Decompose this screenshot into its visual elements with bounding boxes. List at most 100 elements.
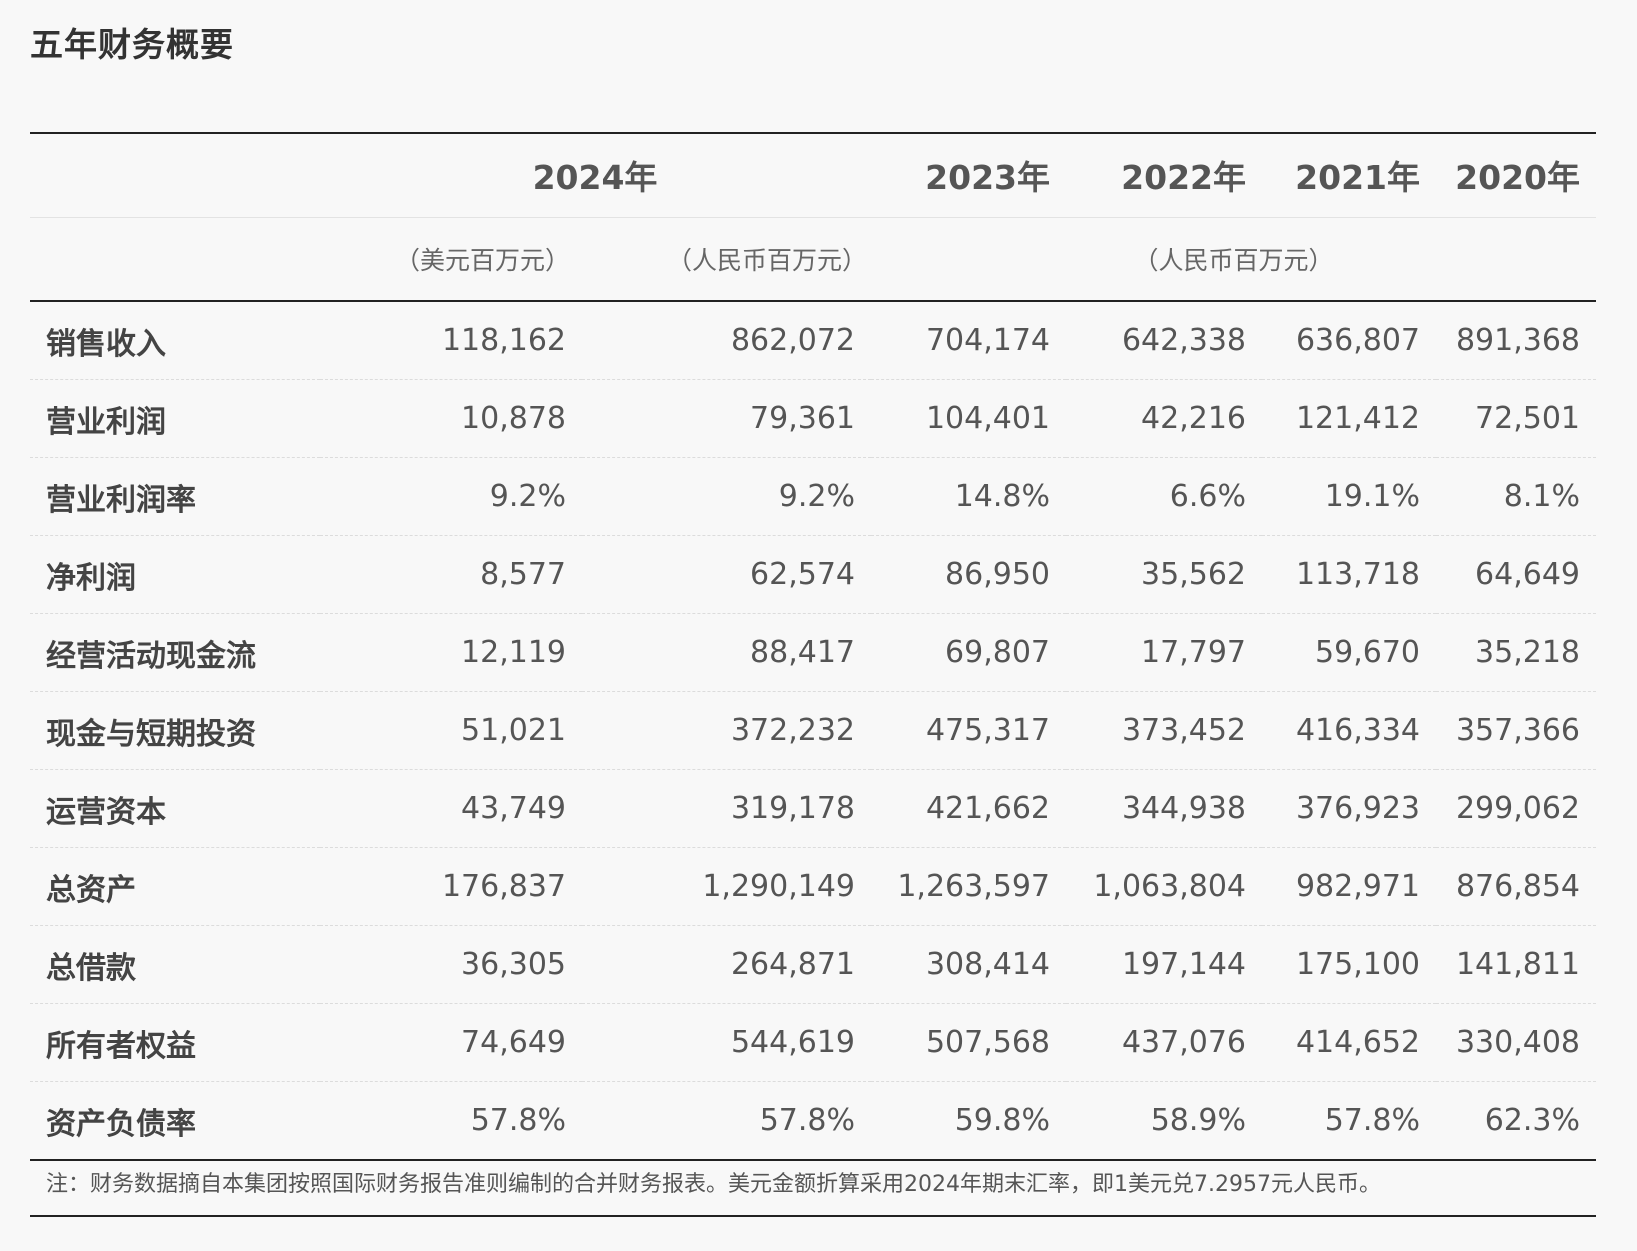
cell-2024-usd: 176,837	[320, 847, 582, 926]
cell-2021: 57.8%	[1262, 1081, 1437, 1161]
cell-2024-rmb: 372,232	[582, 691, 872, 770]
financial-summary-table: 2024年 2023年 2022年 2021年 2020年 （美元百万元） （人…	[30, 133, 1597, 1161]
cell-2023: 69,807	[871, 613, 1067, 692]
table-row: 运营资本 43,749 319,178 421,662 344,938 376,923 29…	[30, 769, 1597, 848]
cell-2024-rmb: 319,178	[582, 769, 872, 848]
cell-2021: 113,718	[1262, 535, 1437, 614]
cell-2023: 59.8%	[871, 1081, 1067, 1161]
unit-usd: （美元百万元）	[320, 217, 582, 302]
row-label: 销售收入	[30, 301, 320, 380]
cell-2023: 14.8%	[871, 457, 1067, 536]
cell-2023: 421,662	[871, 769, 1067, 848]
cell-2020: 64,649	[1436, 535, 1597, 614]
cell-2022: 197,144	[1066, 925, 1263, 1004]
cell-2020: 141,811	[1436, 925, 1597, 1004]
cell-2022: 437,076	[1066, 1003, 1263, 1082]
year-header-2022: 2022年	[1066, 133, 1263, 218]
cell-2022: 42,216	[1066, 379, 1263, 458]
cell-2020: 357,366	[1436, 691, 1597, 770]
financial-summary-table-wrap: 2024年 2023年 2022年 2021年 2020年 （美元百万元） （人…	[30, 133, 1597, 1161]
cell-2024-rmb: 9.2%	[582, 457, 872, 536]
row-label: 营业利润	[30, 379, 320, 458]
cell-2024-usd: 8,577	[320, 535, 582, 614]
table-row: 资产负债率 57.8% 57.8% 59.8% 58.9% 57.8% 62.3%	[30, 1081, 1597, 1161]
cell-2022: 1,063,804	[1066, 847, 1263, 926]
cell-2024-rmb: 862,072	[582, 301, 872, 380]
row-label: 总借款	[30, 925, 320, 1004]
unit-header-row: （美元百万元） （人民币百万元） （人民币百万元）	[30, 217, 1597, 302]
cell-2023: 104,401	[871, 379, 1067, 458]
year-header-row: 2024年 2023年 2022年 2021年 2020年	[30, 133, 1597, 218]
table-row: 营业利润率 9.2% 9.2% 14.8% 6.6% 19.1% 8.1%	[30, 457, 1597, 536]
cell-2022: 58.9%	[1066, 1081, 1263, 1161]
cell-2023: 704,174	[871, 301, 1067, 380]
cell-2023: 1,263,597	[871, 847, 1067, 926]
cell-2024-usd: 36,305	[320, 925, 582, 1004]
cell-2020: 891,368	[1436, 301, 1597, 380]
row-label: 经营活动现金流	[30, 613, 320, 692]
cell-2022: 344,938	[1066, 769, 1263, 848]
cell-2024-usd: 118,162	[320, 301, 582, 380]
cell-2024-rmb: 62,574	[582, 535, 872, 614]
row-label: 所有者权益	[30, 1003, 320, 1082]
cell-2020: 876,854	[1436, 847, 1597, 926]
year-header-2021: 2021年	[1262, 133, 1437, 218]
cell-2023: 507,568	[871, 1003, 1067, 1082]
table-row: 销售收入 118,162 862,072 704,174 642,338 636,807 8…	[30, 301, 1597, 380]
cell-2021: 175,100	[1262, 925, 1437, 1004]
cell-2024-rmb: 264,871	[582, 925, 872, 1004]
table-row: 总借款 36,305 264,871 308,414 197,144 175,100 141…	[30, 925, 1597, 1004]
cell-2020: 299,062	[1436, 769, 1597, 848]
table-row: 经营活动现金流 12,119 88,417 69,807 17,797 59,670 35,…	[30, 613, 1597, 692]
unit-empty-cell	[30, 217, 320, 302]
year-header-2020: 2020年	[1436, 133, 1597, 218]
cell-2024-rmb: 544,619	[582, 1003, 872, 1082]
cell-2024-usd: 9.2%	[320, 457, 582, 536]
row-label: 营业利润率	[30, 457, 320, 536]
unit-rmb-2024: （人民币百万元）	[582, 217, 872, 302]
cell-2021: 414,652	[1262, 1003, 1437, 1082]
cell-2024-usd: 10,878	[320, 379, 582, 458]
cell-2021: 982,971	[1262, 847, 1437, 926]
cell-2021: 19.1%	[1262, 457, 1437, 536]
cell-2020: 72,501	[1436, 379, 1597, 458]
footnote: 注：财务数据摘自本集团按照国际财务报告准则编制的合并财务报表。美元金额折算采用2…	[46, 1172, 1381, 1197]
row-label: 现金与短期投资	[30, 691, 320, 770]
cell-2022: 35,562	[1066, 535, 1263, 614]
cell-2023: 475,317	[871, 691, 1067, 770]
cell-2024-rmb: 1,290,149	[582, 847, 872, 926]
cell-2020: 35,218	[1436, 613, 1597, 692]
cell-2022: 17,797	[1066, 613, 1263, 692]
header-empty-cell	[30, 133, 320, 218]
cell-2020: 330,408	[1436, 1003, 1597, 1082]
cell-2024-usd: 51,021	[320, 691, 582, 770]
cell-2024-usd: 43,749	[320, 769, 582, 848]
cell-2022: 6.6%	[1066, 457, 1263, 536]
row-label: 运营资本	[30, 769, 320, 848]
table-row: 所有者权益 74,649 544,619 507,568 437,076 414,652 3…	[30, 1003, 1597, 1082]
cell-2023: 86,950	[871, 535, 1067, 614]
table-body: 销售收入 118,162 862,072 704,174 642,338 636,807 8…	[30, 301, 1597, 1161]
cell-2024-usd: 12,119	[320, 613, 582, 692]
table-bottom-rule	[30, 1215, 1596, 1217]
row-label: 净利润	[30, 535, 320, 614]
cell-2021: 376,923	[1262, 769, 1437, 848]
cell-2023: 308,414	[871, 925, 1067, 1004]
cell-2020: 62.3%	[1436, 1081, 1597, 1161]
cell-2022: 642,338	[1066, 301, 1263, 380]
cell-2021: 59,670	[1262, 613, 1437, 692]
cell-2024-usd: 57.8%	[320, 1081, 582, 1161]
table-row: 现金与短期投资 51,021 372,232 475,317 373,452 416,33…	[30, 691, 1597, 770]
year-header-2023: 2023年	[871, 133, 1067, 218]
cell-2024-usd: 74,649	[320, 1003, 582, 1082]
cell-2020: 8.1%	[1436, 457, 1597, 536]
cell-2021: 121,412	[1262, 379, 1437, 458]
row-label: 总资产	[30, 847, 320, 926]
table-row: 净利润 8,577 62,574 86,950 35,562 113,718 64,649	[30, 535, 1597, 614]
page-title: 五年财务概要	[30, 25, 234, 64]
year-header-2024: 2024年	[320, 133, 872, 218]
cell-2024-rmb: 88,417	[582, 613, 872, 692]
cell-2024-rmb: 79,361	[582, 379, 872, 458]
unit-rmb-historical: （人民币百万元）	[871, 217, 1597, 302]
row-label: 资产负债率	[30, 1081, 320, 1161]
